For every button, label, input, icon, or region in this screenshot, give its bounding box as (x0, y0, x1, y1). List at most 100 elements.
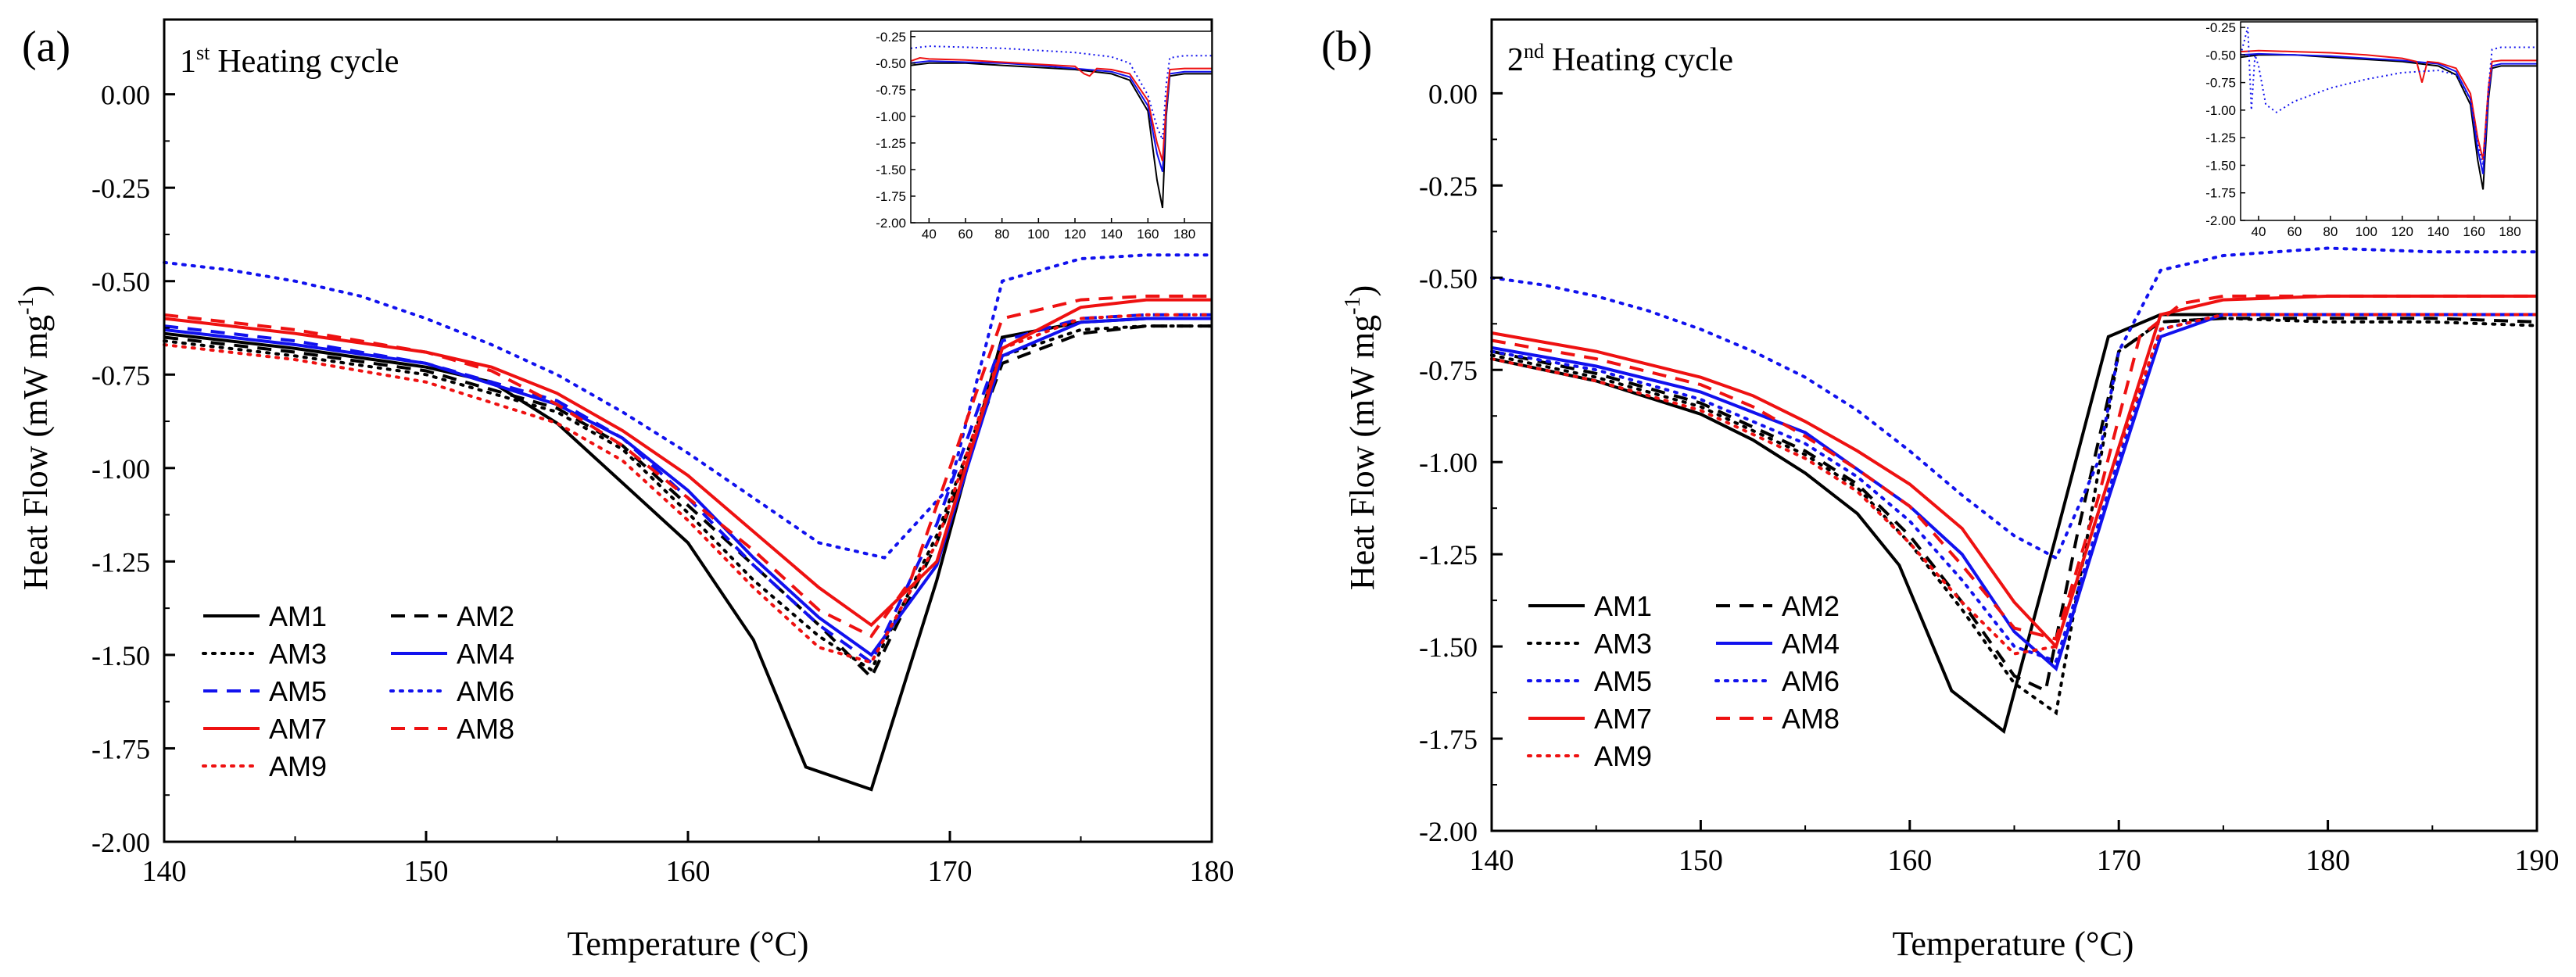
title-prefix: 1 (180, 44, 196, 80)
series-line-am9 (163, 313, 1213, 664)
x-tick-label: 160 (666, 855, 711, 888)
legend-item: AM6 (1714, 665, 1840, 697)
x-tick-label: 150 (404, 855, 449, 888)
series-line-am3 (1490, 317, 2538, 716)
inset-y-tick-label: -0.75 (2205, 76, 2236, 91)
legend-item: AM4 (1716, 628, 1840, 660)
inset-y-tick-label: -1.75 (2205, 186, 2236, 201)
legend-item: AM8 (391, 713, 514, 745)
inset-y-tick-label: -1.00 (876, 109, 906, 124)
x-tick-label: 140 (142, 855, 187, 888)
y-tick-label: -1.00 (91, 453, 150, 485)
y-tick-label: -1.00 (1419, 447, 1478, 478)
inset-y-tick-label: -1.75 (876, 189, 906, 204)
x-tick-label: 180 (2306, 844, 2350, 877)
y-tick-label: -0.25 (1419, 170, 1478, 202)
inset-y-tick-label: -0.25 (876, 30, 906, 45)
y-tick-label: -1.75 (91, 733, 150, 764)
inset-x-tick-label: 80 (2323, 224, 2338, 239)
y-tick-label: -0.75 (91, 360, 150, 391)
y-axis-label: Heat Flow (mW mg-1) (1341, 285, 1381, 590)
inset-x-tick-label: 40 (922, 227, 937, 242)
panel-label: (b) (1321, 23, 1372, 71)
series-line-am8 (1491, 294, 2537, 642)
series-line-am9 (1490, 313, 2538, 656)
inset-y-tick-label: -0.25 (2205, 20, 2236, 35)
legend-item: AM6 (389, 675, 514, 707)
legend-label: AM3 (1594, 628, 1652, 660)
legend-item: AM5 (203, 675, 327, 707)
series-line-am5 (1490, 246, 2538, 560)
legend-item: AM2 (391, 600, 514, 632)
legend-label: AM1 (1594, 590, 1652, 622)
inset-series-line-am7 (910, 56, 1212, 162)
x-tick-label: 160 (1887, 844, 1932, 877)
legend-label: AM1 (269, 600, 327, 632)
inset-y-tick-label: -0.50 (2205, 48, 2236, 63)
y-tick-label: -1.25 (1419, 539, 1478, 571)
legend-label: AM7 (1594, 703, 1652, 735)
inset-x-tick-label: 180 (1173, 227, 1195, 242)
plot-area: 140 150 160 170 1800.00-0.25-0.50-0.75-1.00-… (91, 18, 1234, 888)
ylabel-close: ) (16, 285, 55, 297)
y-tick-label: 0.00 (101, 80, 150, 111)
ylabel-close: ) (1343, 285, 1381, 297)
legend-label: AM3 (269, 638, 327, 670)
series-line-am2 (1491, 317, 2538, 693)
title-text: Heating cycle (217, 44, 399, 80)
inset-chart: 40 60 80 100 120 140 160 180 -0.25 -0.50 -0.75 -1.0… (876, 30, 1213, 242)
legend-item: AM3 (202, 638, 327, 670)
y-tick-label: -1.50 (1419, 632, 1478, 663)
x-axis-label: Temperature (°C) (1893, 925, 2134, 963)
chart-title: 1st Heating cycle (180, 41, 399, 80)
y-tick-label: -1.75 (1419, 724, 1478, 755)
inset-chart: 40 60 80 100 120 140 160 180 -0.25 -0.50 -0.75 -1.0… (2205, 20, 2538, 239)
inset-y-tick-label: -1.50 (876, 163, 906, 177)
inset-x-tick-label: 120 (1064, 227, 1086, 242)
ylabel-text: Heat Flow (mW mg (16, 315, 55, 590)
legend-item: AM8 (1716, 703, 1840, 735)
legend-label: AM4 (457, 638, 514, 670)
legend: AM1 AM2 AM3 AM4 AM5 AM6 AM7 AM8 AM9 (202, 600, 514, 782)
inset-x-tick-label: 140 (1100, 227, 1122, 242)
legend-item: AM5 (1527, 665, 1652, 697)
series-line-am6 (163, 253, 1213, 560)
legend-item: AM1 (1528, 590, 1652, 622)
series-group (1490, 246, 2538, 735)
legend-label: AM8 (457, 713, 514, 745)
inset-x-tick-label: 100 (1027, 227, 1049, 242)
x-tick-label: 150 (1679, 844, 1723, 877)
inset-y-tick-label: -1.00 (2205, 103, 2236, 118)
legend-item: AM7 (1528, 703, 1652, 735)
y-tick-label: -1.50 (91, 640, 150, 671)
legend-item: AM3 (1527, 628, 1652, 660)
inset-x-tick-label: 180 (2499, 224, 2520, 239)
inset-frame (910, 30, 1213, 224)
series-line-am8 (163, 294, 1212, 639)
legend-label: AM9 (269, 750, 327, 782)
y-tick-label: -0.50 (1419, 263, 1478, 294)
series-line-am7 (1491, 294, 2537, 650)
x-tick-label: 140 (1470, 844, 1514, 877)
chart-title: 2nd Heating cycle (1507, 40, 1733, 78)
y-tick-label: -2.00 (1419, 816, 1478, 847)
legend-item: AM1 (203, 600, 327, 632)
panel-label: (a) (22, 23, 70, 71)
panel-a: 140 150 160 170 1800.00-0.25-0.50-0.75-1.00-… (14, 18, 1234, 963)
inset-x-tick-label: 120 (2391, 224, 2413, 239)
legend-item: AM9 (1527, 740, 1652, 772)
y-tick-label: -0.25 (91, 173, 150, 204)
inset-x-tick-label: 160 (1137, 227, 1159, 242)
inset-y-tick-label: -1.25 (2205, 131, 2236, 145)
inset-y-tick-label: -2.00 (2205, 213, 2236, 228)
inset-y-tick-label: -2.00 (876, 216, 906, 231)
series-line-am6 (1490, 313, 2538, 664)
x-tick-label: 170 (928, 855, 973, 888)
title-sup: st (196, 41, 210, 64)
legend-label: AM2 (1782, 590, 1840, 622)
legend-label: AM5 (269, 675, 327, 707)
legend-label: AM7 (269, 713, 327, 745)
legend-item: AM9 (202, 750, 327, 782)
legend: AM1 AM2 AM3 AM4 AM5 AM6 AM7 AM8 AM9 (1527, 590, 1840, 772)
